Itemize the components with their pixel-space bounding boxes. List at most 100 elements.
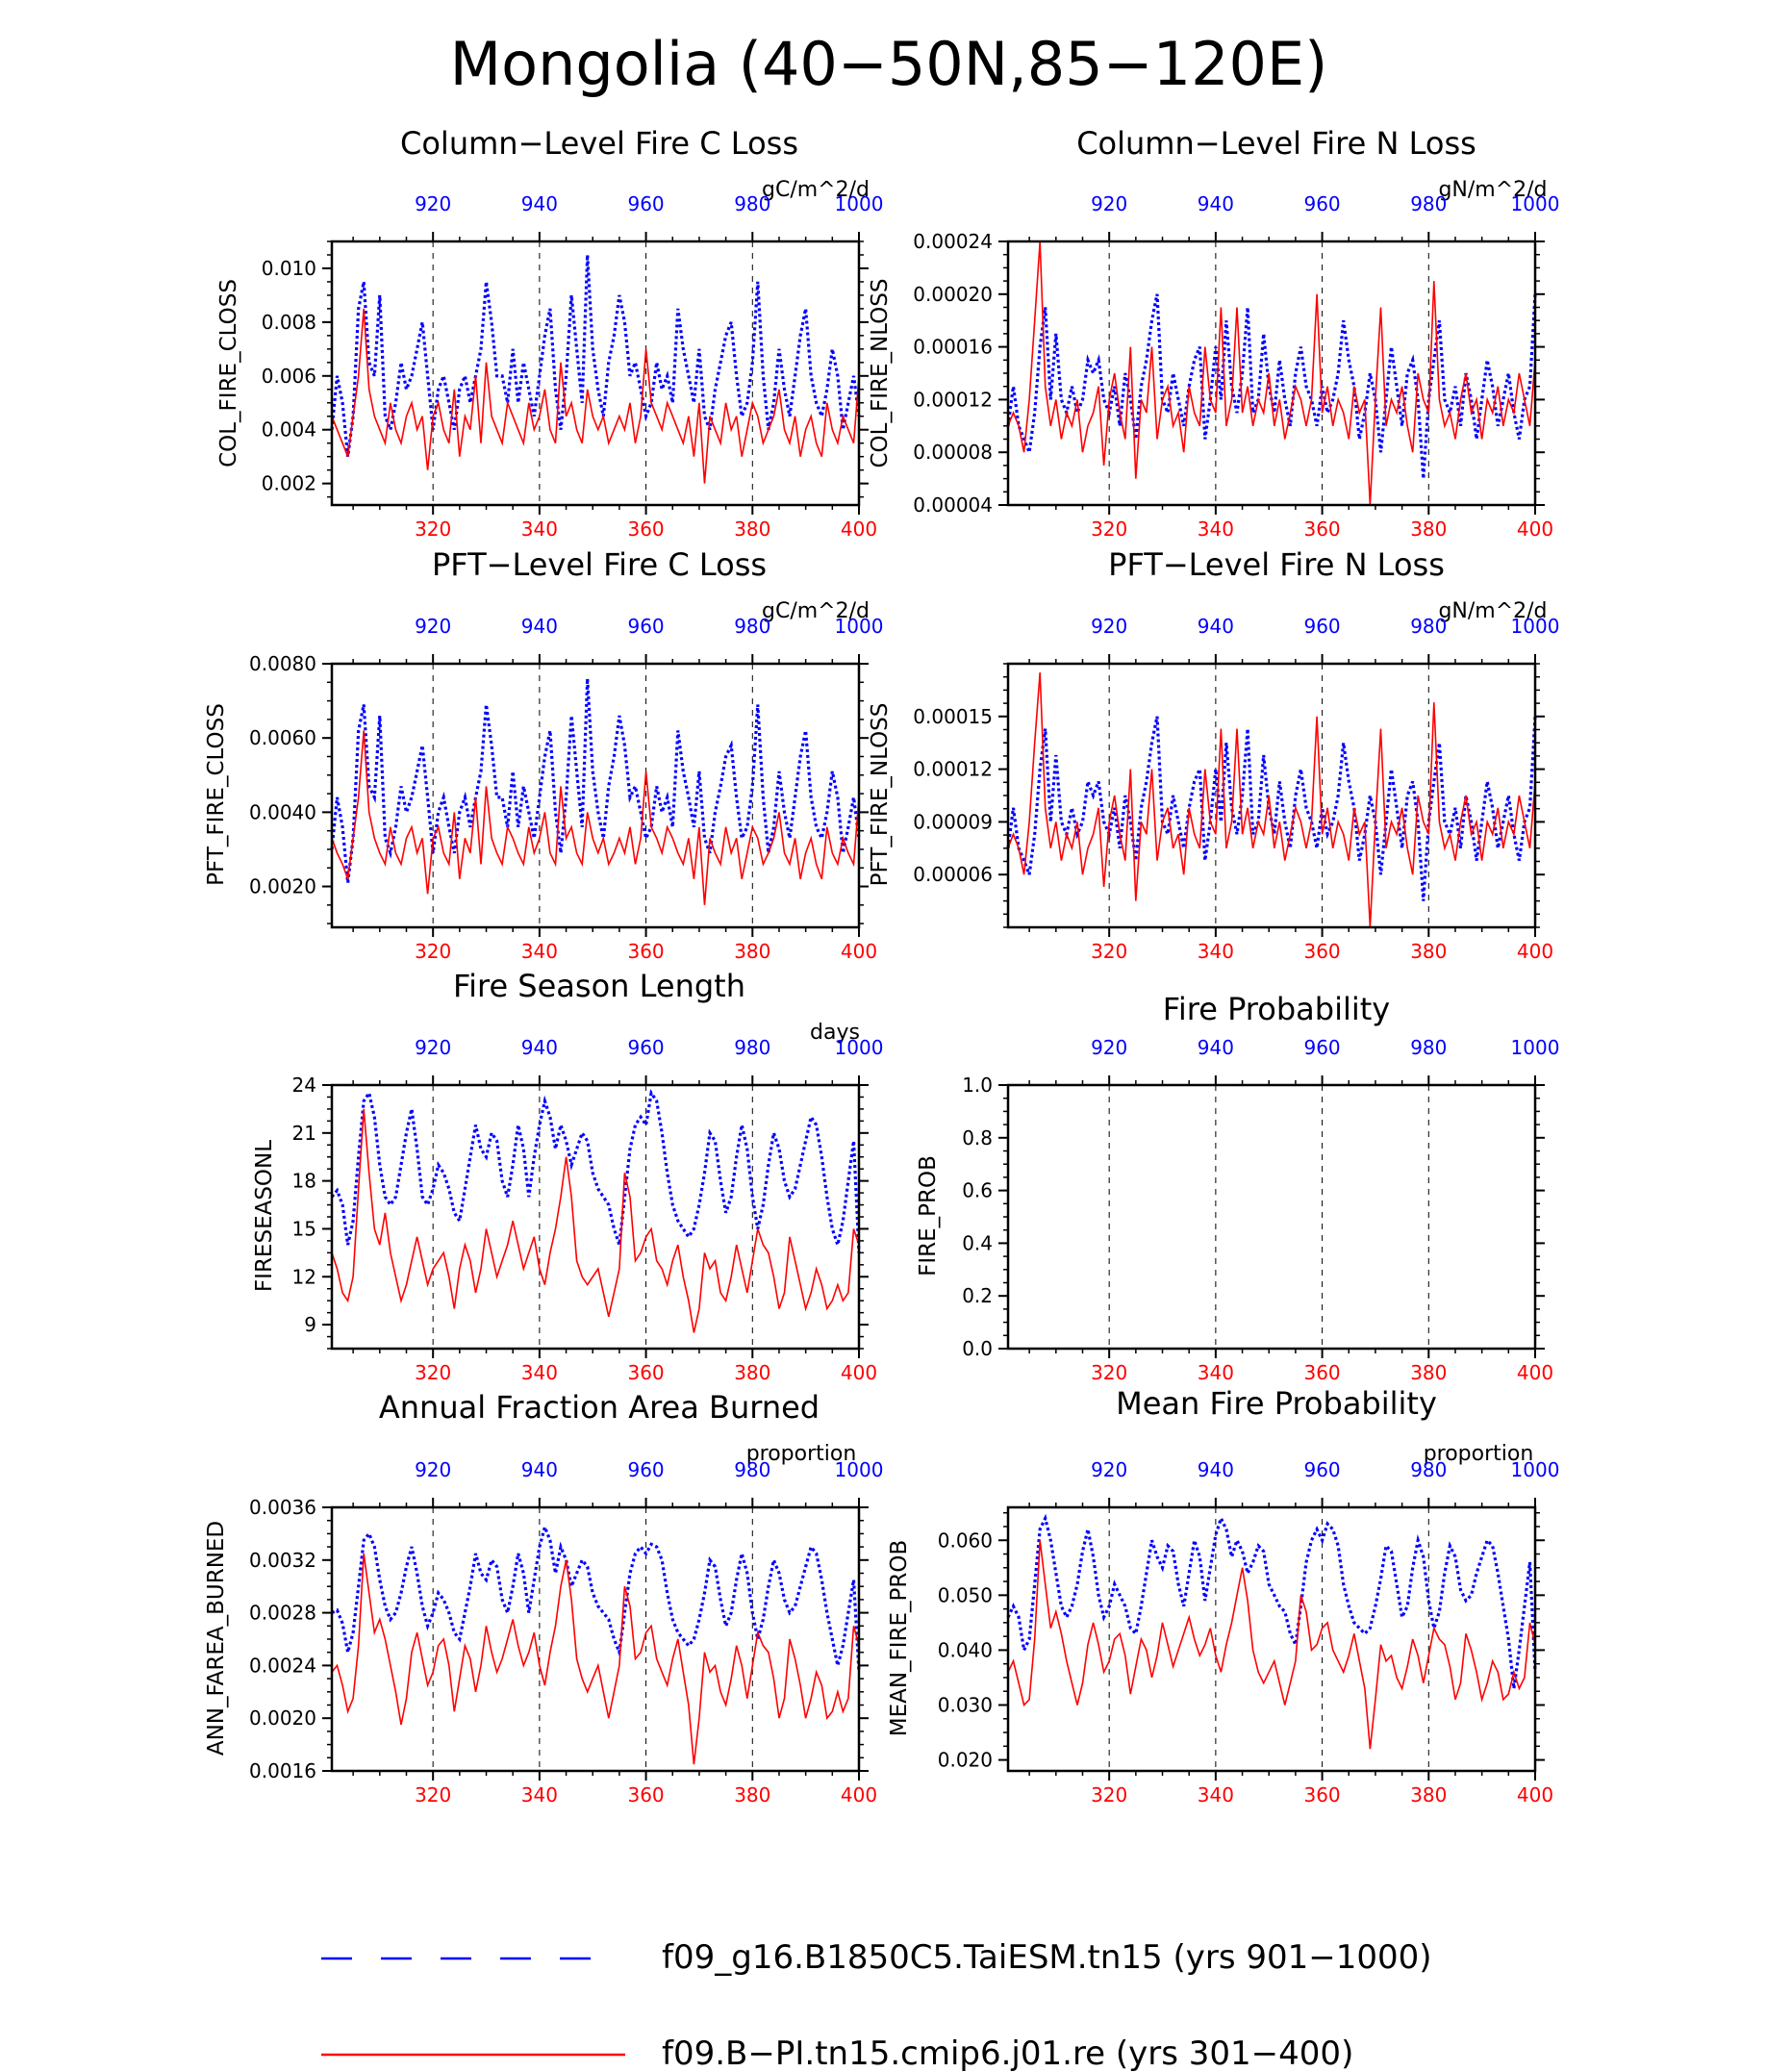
units-label: days	[810, 1021, 860, 1045]
panel-col-fire-closs: Column−Level Fire C Loss gC/m^2/d COL_FI…	[216, 125, 883, 541]
x-tick-label-bottom: 320	[1091, 940, 1127, 963]
series-line-red	[331, 308, 860, 484]
x-tick-label-top: 1000	[1511, 1036, 1560, 1059]
x-tick-label-top: 920	[415, 615, 451, 638]
x-tick-label-bottom: 340	[521, 518, 558, 541]
plot-frame	[330, 1083, 861, 1351]
x-tick-label-top: 940	[1198, 615, 1234, 638]
y-tick-label: 0.0	[962, 1337, 993, 1360]
y-tick-label: 0.030	[938, 1694, 993, 1717]
x-tick-label-bottom: 360	[1303, 518, 1340, 541]
x-tick-label-top: 920	[1091, 192, 1127, 215]
x-tick-label-top: 980	[734, 1036, 770, 1059]
y-tick-label: 0.040	[938, 1638, 993, 1661]
panel-title: Annual Fraction Area Burned	[379, 1389, 820, 1426]
panel-col-fire-nloss: Column−Level Fire N Loss gN/m^2/d COL_FI…	[868, 125, 1559, 541]
y-tick-label: 0.00006	[913, 863, 993, 886]
plot-area: 0.00004 0.00008 0.00012 0.00016 0.00020 0.000…	[913, 192, 1559, 541]
x-tick-label-top: 980	[1410, 192, 1447, 215]
y-tick-label: 24	[292, 1074, 316, 1097]
x-tick-label-top: 960	[1303, 615, 1340, 638]
y-tick-label: 0.0016	[249, 1759, 316, 1782]
x-tick-label-bottom: 320	[415, 1361, 451, 1384]
x-tick-label-bottom: 380	[734, 518, 770, 541]
plot-frame	[330, 240, 861, 507]
y-tick-label: 0.006	[262, 365, 316, 388]
units-label: gN/m^2/d	[1438, 599, 1547, 623]
y-tick-label: 0.0024	[249, 1654, 316, 1677]
plot-frame	[1006, 1505, 1537, 1773]
plot-frame	[1006, 1083, 1537, 1351]
x-tick-label-top: 920	[1091, 1036, 1127, 1059]
x-tick-label-top: 1000	[835, 192, 884, 215]
plot-frame	[1006, 240, 1537, 507]
panel-title: Column−Level Fire C Loss	[400, 125, 798, 162]
x-tick-label-bottom: 340	[521, 1783, 558, 1807]
x-tick-label-top: 1000	[835, 1458, 884, 1481]
x-tick-label-bottom: 320	[415, 940, 451, 963]
x-tick-label-top: 940	[1198, 192, 1234, 215]
units-label: gC/m^2/d	[762, 178, 870, 202]
panel-ann-farea-burned: Annual Fraction Area Burned proportion A…	[204, 1389, 883, 1807]
series-line-red	[1007, 1540, 1536, 1750]
y-tick-label: 0.0060	[249, 726, 316, 749]
x-tick-label-bottom: 360	[627, 1783, 664, 1807]
x-tick-label-top: 940	[521, 192, 558, 215]
series-line-blue	[1006, 1513, 1537, 1689]
y-tick-label: 0.0020	[249, 1706, 316, 1730]
plot-area: 0.00006 0.00009 0.00012 0.00015 320 340 360 380…	[913, 615, 1559, 963]
plot-area: 0.0016 0.0020 0.0024 0.0028 0.0032 0.0036 320 3…	[249, 1458, 883, 1807]
legend: f09_g16.B1850C5.TaiESM.tn15 (yrs 901−100…	[321, 1938, 1432, 2072]
panel-title: PFT−Level Fire C Loss	[432, 546, 767, 583]
plot-area: 0.0020 0.0040 0.0060 0.0080 320 340 360 380 400 9…	[249, 615, 883, 963]
series-line-red	[1007, 672, 1536, 928]
x-tick-label-bottom: 360	[627, 940, 664, 963]
y-axis-label: FIRE_PROB	[916, 1155, 941, 1276]
plot-area: 9 12 15 18 21 24 320 340 360 380 400 920 940 960 980 10…	[292, 1036, 884, 1384]
x-tick-label-bottom: 340	[1198, 518, 1234, 541]
y-tick-label: 0.060	[938, 1529, 993, 1552]
y-tick-label: 0.00012	[913, 758, 993, 781]
x-tick-label-bottom: 400	[1517, 1783, 1553, 1807]
units-label: proportion	[1424, 1442, 1534, 1466]
y-tick-label: 0.00004	[913, 493, 993, 517]
legend-entry-label: f09_g16.B1850C5.TaiESM.tn15 (yrs 901−100…	[662, 1938, 1432, 1977]
x-tick-label-bottom: 400	[841, 518, 877, 541]
series-line-blue	[1006, 293, 1537, 479]
panel-title: PFT−Level Fire N Loss	[1108, 546, 1445, 583]
panel-title: Fire Probability	[1163, 991, 1390, 1027]
y-tick-label: 0.0036	[249, 1496, 316, 1519]
x-tick-label-top: 920	[415, 1458, 451, 1481]
x-tick-label-top: 960	[627, 192, 664, 215]
units-label: gC/m^2/d	[762, 599, 870, 623]
panel-fire-probability: Fire Probability FIRE_PROB 0.00.20.40.60…	[916, 991, 1559, 1384]
x-tick-label-bottom: 360	[627, 518, 664, 541]
y-tick-label: 0.0028	[249, 1602, 316, 1625]
y-axis-label: FIRESEASONL	[252, 1140, 277, 1292]
y-tick-label: 0.010	[262, 257, 316, 280]
x-tick-label-bottom: 400	[841, 940, 877, 963]
y-tick-label: 0.0080	[249, 652, 316, 675]
y-tick-label: 21	[292, 1122, 316, 1145]
x-tick-label-top: 940	[521, 1036, 558, 1059]
series-line-blue	[331, 1522, 861, 1673]
x-tick-label-bottom: 400	[841, 1361, 877, 1384]
x-tick-label-top: 960	[627, 615, 664, 638]
y-axis-label: COL_FIRE_NLOSS	[868, 278, 893, 467]
plot-frame	[330, 662, 861, 929]
x-tick-label-top: 920	[415, 192, 451, 215]
y-tick-label: 0.0032	[249, 1549, 316, 1572]
y-tick-label: 0.0020	[249, 875, 316, 898]
x-tick-label-top: 960	[1303, 1036, 1340, 1059]
x-tick-label-top: 940	[1198, 1036, 1234, 1059]
y-axis-label: COL_FIRE_CLOSS	[216, 279, 241, 467]
panel-fire-season-length: Fire Season Length days FIRESEASONL 9 12 1…	[252, 968, 883, 1384]
x-tick-label-top: 1000	[835, 615, 884, 638]
x-tick-label-top: 1000	[1511, 1458, 1560, 1481]
x-tick-label-bottom: 320	[415, 518, 451, 541]
y-axis-label: ANN_FAREA_BURNED	[204, 1521, 229, 1756]
x-tick-label-bottom: 360	[627, 1361, 664, 1384]
x-tick-label-bottom: 380	[1410, 1361, 1447, 1384]
x-tick-label-bottom: 400	[1517, 1361, 1553, 1384]
y-tick-label: 0.8	[962, 1126, 993, 1150]
